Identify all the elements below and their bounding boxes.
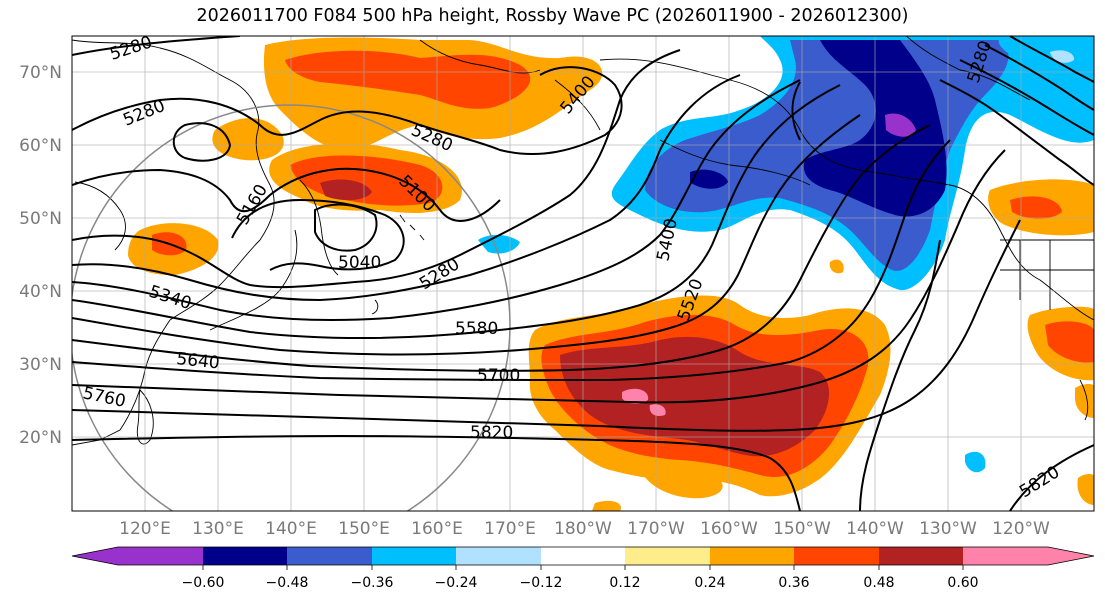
colorbar-tick-label: 0.12 <box>609 575 640 591</box>
map-area: 5280 5280 5280 5160 5100 5040 5280 5340 … <box>72 36 1094 511</box>
height-label: 5820 <box>470 423 513 443</box>
colorbar-segment <box>625 547 710 565</box>
colorbar-tick-label: −0.36 <box>351 575 394 591</box>
colorbar-segment <box>963 547 1048 565</box>
lat-label: 30°N <box>19 355 62 375</box>
lat-label: 20°N <box>19 428 62 448</box>
lat-label: 70°N <box>19 63 62 83</box>
lon-label: 150°W <box>773 519 831 539</box>
colorbar-tick-label: 0.24 <box>694 575 725 591</box>
colorbar-segment <box>372 547 456 565</box>
lon-label: 180°W <box>554 519 612 539</box>
latitude-labels: 70°N 60°N 50°N 40°N 30°N 20°N <box>19 63 62 448</box>
colorbar-tick-label: 0.60 <box>947 575 978 591</box>
lat-label: 40°N <box>19 282 62 302</box>
colorbar-segment <box>710 547 794 565</box>
reference-circle <box>72 104 511 511</box>
lon-label: 120°W <box>992 519 1050 539</box>
colorbar-segment <box>456 547 541 565</box>
colorbar-segment <box>118 547 203 565</box>
lon-label: 160°W <box>700 519 758 539</box>
colorbar-segment <box>203 547 287 565</box>
height-label: 5580 <box>455 319 498 339</box>
colorbar-segment <box>72 547 118 565</box>
longitude-labels: 120°E 130°E 140°E 150°E 160°E 170°E 180°… <box>119 519 1050 539</box>
height-label: 5040 <box>338 253 381 273</box>
lon-label: 130°E <box>192 519 244 539</box>
colorbar-outline <box>71 546 1095 566</box>
colorbar-tick-label: 0.48 <box>863 575 894 591</box>
colorbar-tick-label: −0.48 <box>266 575 309 591</box>
height-contours <box>72 36 1094 511</box>
lat-label: 50°N <box>19 209 62 229</box>
map-title: 2026011700 F084 500 hPa height, Rossby W… <box>196 6 909 26</box>
colorbar-segment <box>287 547 372 565</box>
negative-anomaly-shading <box>478 36 1094 473</box>
lon-label: 170°W <box>627 519 685 539</box>
colorbar-segment <box>794 547 879 565</box>
lon-label: 160°E <box>411 519 463 539</box>
colorbar-tick-label: −0.60 <box>182 575 225 591</box>
lon-label: 120°E <box>119 519 171 539</box>
lon-label: 140°W <box>846 519 904 539</box>
colorbar-tick-label: −0.24 <box>435 575 478 591</box>
colorbar-tick-label: 0.36 <box>778 575 809 591</box>
colorbar-segment <box>541 547 625 565</box>
colorbar: −0.60 −0.48 −0.36 −0.24 −0.12 0.12 0.24 … <box>71 546 1095 591</box>
height-label: 5640 <box>175 349 220 373</box>
lon-label: 140°E <box>265 519 317 539</box>
colorbar-segment <box>1048 547 1094 565</box>
lat-label: 60°N <box>19 136 62 156</box>
map-frame <box>71 35 1095 512</box>
lon-label: 130°W <box>919 519 977 539</box>
colorbar-tick-label: −0.12 <box>520 575 563 591</box>
lon-label: 170°E <box>484 519 536 539</box>
lon-label: 150°E <box>338 519 390 539</box>
colorbar-segment <box>879 547 963 565</box>
height-label: 5700 <box>477 366 520 386</box>
